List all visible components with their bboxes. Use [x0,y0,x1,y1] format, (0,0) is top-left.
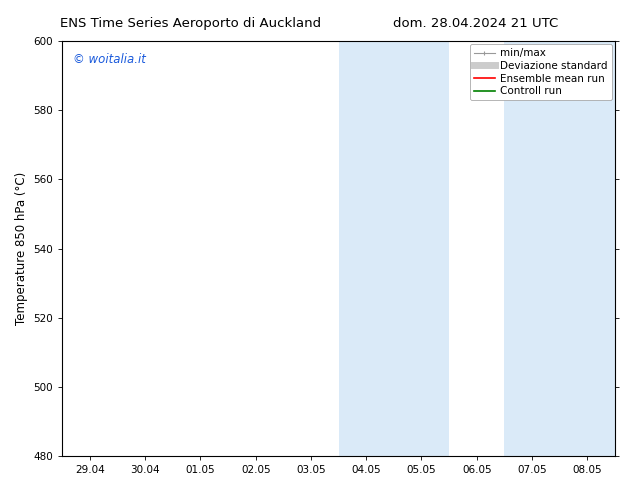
Legend: min/max, Deviazione standard, Ensemble mean run, Controll run: min/max, Deviazione standard, Ensemble m… [470,44,612,100]
Text: dom. 28.04.2024 21 UTC: dom. 28.04.2024 21 UTC [393,17,558,30]
Text: © woitalia.it: © woitalia.it [74,53,146,67]
Text: ENS Time Series Aeroporto di Auckland: ENS Time Series Aeroporto di Auckland [60,17,321,30]
Bar [504,41,615,456]
Bar [339,41,449,456]
Y-axis label: Temperature 850 hPa (°C): Temperature 850 hPa (°C) [15,172,28,325]
